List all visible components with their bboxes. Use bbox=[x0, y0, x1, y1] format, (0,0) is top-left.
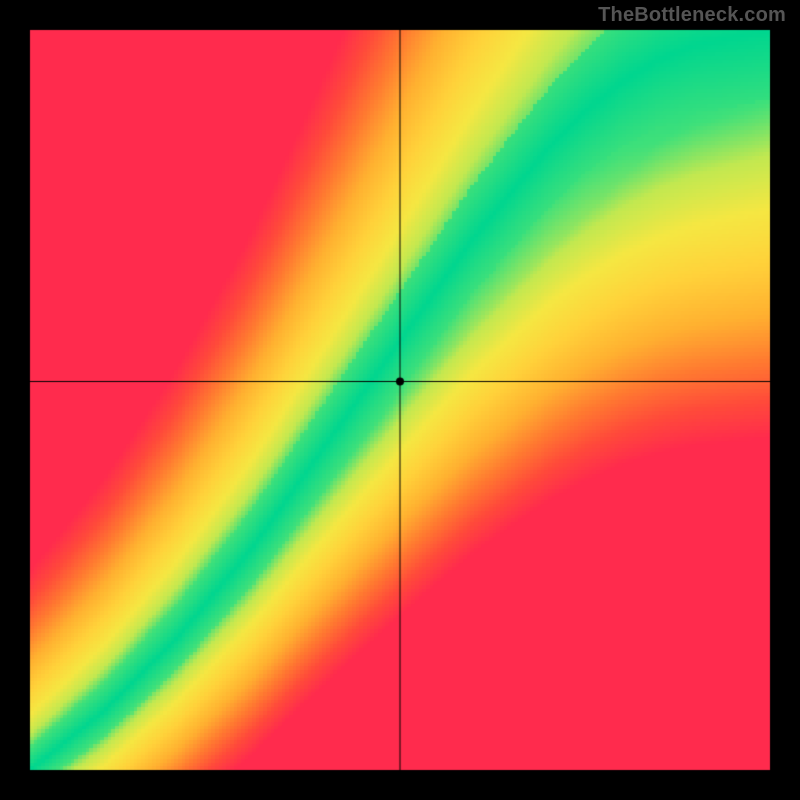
bottleneck-heatmap bbox=[0, 0, 800, 800]
chart-container: TheBottleneck.com bbox=[0, 0, 800, 800]
watermark-text: TheBottleneck.com bbox=[598, 4, 786, 27]
